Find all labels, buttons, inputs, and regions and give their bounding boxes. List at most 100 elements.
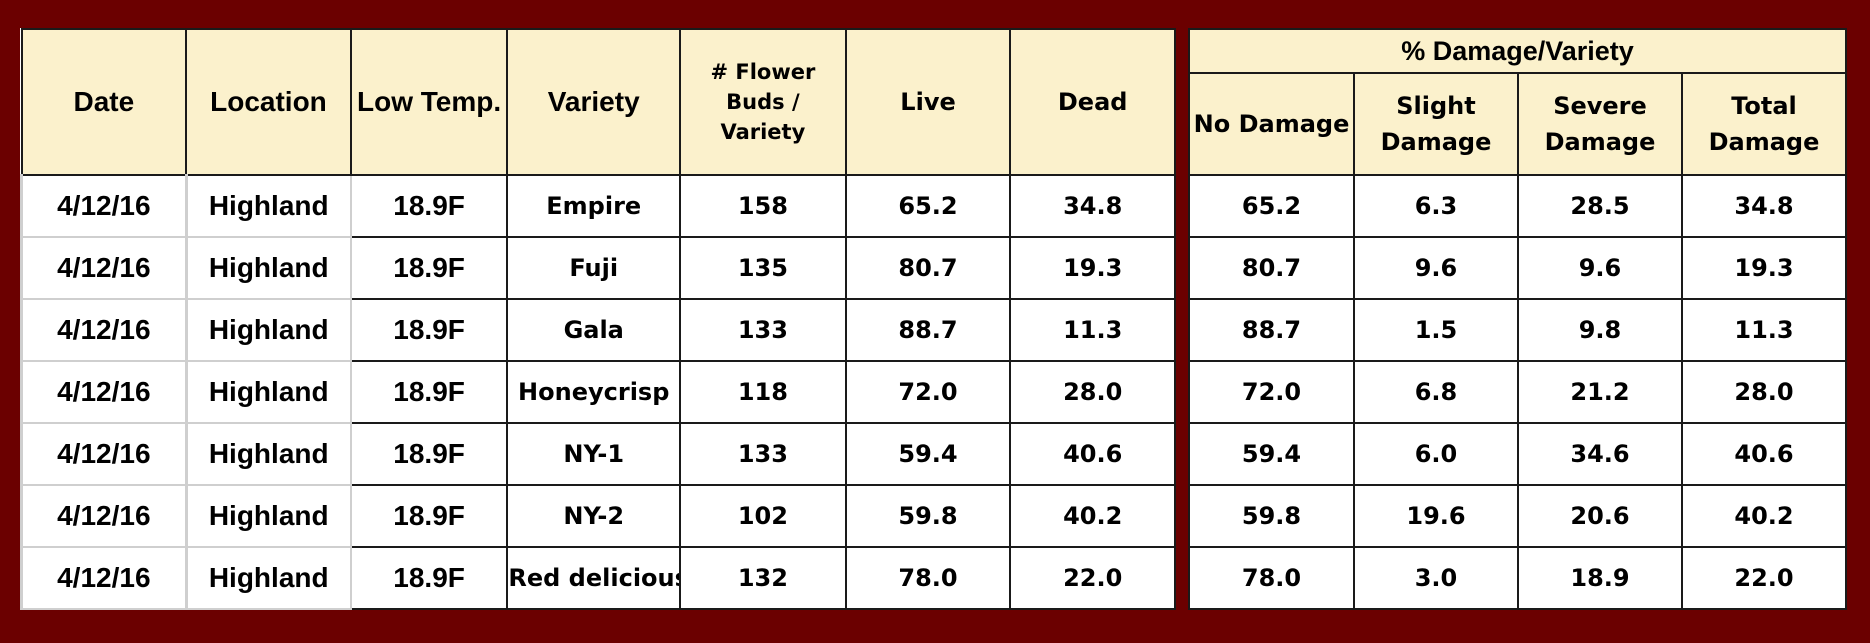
header-date: Date (20, 28, 188, 176)
cell-no-damage: 78.0 (1188, 546, 1355, 610)
cell-variety: Red delicious (506, 546, 682, 610)
table-row: 4/12/16 Highland 18.9F NY-2 102 59.8 40.2 (20, 484, 1176, 548)
table-row: 4/12/16 Highland 18.9F Fuji 135 80.7 19.3 (20, 236, 1176, 300)
cell-no-damage: 65.2 (1188, 174, 1355, 238)
cell-flower-buds: 132 (679, 546, 847, 610)
cell-low-temp: 18.9F (349, 236, 509, 300)
cell-flower-buds: 133 (679, 422, 847, 486)
cell-dead: 40.6 (1009, 422, 1176, 486)
cell-dead: 28.0 (1009, 360, 1176, 424)
cell-live: 80.7 (844, 236, 1012, 300)
table-row: 4/12/16 Highland 18.9F Gala 133 88.7 11.3 (20, 298, 1176, 362)
cell-severe-damage: 34.6 (1517, 422, 1683, 486)
cell-date: 4/12/16 (20, 298, 188, 362)
cell-no-damage: 88.7 (1188, 298, 1355, 362)
cell-location: Highland (184, 298, 352, 362)
cell-date: 4/12/16 (20, 546, 188, 610)
damage-table: % Damage/Variety No Damage Slight Damage… (1188, 28, 1847, 610)
cell-low-temp: 18.9F (349, 298, 509, 362)
cell-total-damage: 19.3 (1681, 236, 1847, 300)
cell-flower-buds: 133 (679, 298, 847, 362)
cell-slight-damage: 6.8 (1353, 360, 1519, 424)
cell-no-damage: 59.8 (1188, 484, 1355, 548)
cell-total-damage: 22.0 (1681, 546, 1847, 610)
cell-live: 78.0 (844, 546, 1012, 610)
cell-slight-damage: 6.0 (1353, 422, 1519, 486)
cell-severe-damage: 9.6 (1517, 236, 1683, 300)
cell-date: 4/12/16 (20, 422, 188, 486)
cell-low-temp: 18.9F (349, 360, 509, 424)
cell-total-damage: 34.8 (1681, 174, 1847, 238)
cell-low-temp: 18.9F (349, 546, 509, 610)
header-damage-group: % Damage/Variety (1188, 28, 1847, 74)
cell-dead: 22.0 (1009, 546, 1176, 610)
cell-location: Highland (184, 360, 352, 424)
header-row: Date Location Low Temp. Variety # Flower… (20, 28, 1176, 176)
cell-slight-damage: 3.0 (1353, 546, 1519, 610)
cell-location: Highland (184, 422, 352, 486)
cell-flower-buds: 135 (679, 236, 847, 300)
cell-low-temp: 18.9F (349, 174, 509, 238)
cell-total-damage: 28.0 (1681, 360, 1847, 424)
table-row: 88.7 1.5 9.8 11.3 (1188, 298, 1847, 362)
bud-count-table: Date Location Low Temp. Variety # Flower… (20, 28, 1176, 610)
cell-live: 59.8 (844, 484, 1012, 548)
table-row: 65.2 6.3 28.5 34.8 (1188, 174, 1847, 238)
cell-severe-damage: 28.5 (1517, 174, 1683, 238)
cell-severe-damage: 18.9 (1517, 546, 1683, 610)
header-dead: Dead (1009, 28, 1176, 176)
cell-slight-damage: 9.6 (1353, 236, 1519, 300)
cell-date: 4/12/16 (20, 360, 188, 424)
header-low-temp: Low Temp. (349, 28, 509, 176)
header-severe-damage: Severe Damage (1517, 72, 1683, 176)
table-row: 4/12/16 Highland 18.9F Honeycrisp 118 72.0 28.… (20, 360, 1176, 424)
cell-live: 72.0 (844, 360, 1012, 424)
table-row: 4/12/16 Highland 18.9F Red delicious 132 78.0… (20, 546, 1176, 610)
cell-variety: Gala (506, 298, 682, 362)
cell-slight-damage: 19.6 (1353, 484, 1519, 548)
cell-slight-damage: 6.3 (1353, 174, 1519, 238)
header-live: Live (844, 28, 1012, 176)
header-location: Location (185, 28, 352, 176)
cell-location: Highland (184, 174, 352, 238)
header-row: No Damage Slight Damage Severe Damage To… (1188, 72, 1847, 176)
header-variety: Variety (506, 28, 682, 176)
cell-total-damage: 40.2 (1681, 484, 1847, 548)
cell-severe-damage: 9.8 (1517, 298, 1683, 362)
cell-date: 4/12/16 (20, 484, 188, 548)
table-row: 80.7 9.6 9.6 19.3 (1188, 236, 1847, 300)
cell-no-damage: 80.7 (1188, 236, 1355, 300)
cell-variety: Empire (506, 174, 682, 238)
cell-total-damage: 40.6 (1681, 422, 1847, 486)
group-header-row: % Damage/Variety (1188, 28, 1847, 74)
cell-variety: NY-2 (506, 484, 682, 548)
cell-date: 4/12/16 (20, 174, 188, 238)
cell-location: Highland (184, 484, 352, 548)
header-total-damage: Total Damage (1681, 72, 1847, 176)
table-row: 59.8 19.6 20.6 40.2 (1188, 484, 1847, 548)
table-row: 72.0 6.8 21.2 28.0 (1188, 360, 1847, 424)
cell-no-damage: 59.4 (1188, 422, 1355, 486)
cell-location: Highland (184, 236, 352, 300)
table-row: 4/12/16 Highland 18.9F NY-1 133 59.4 40.6 (20, 422, 1176, 486)
header-slight-damage: Slight Damage (1353, 72, 1519, 176)
cell-date: 4/12/16 (20, 236, 188, 300)
header-no-damage: No Damage (1188, 72, 1355, 176)
table-row: 4/12/16 Highland 18.9F Empire 158 65.2 34.8 (20, 174, 1176, 238)
cell-dead: 11.3 (1009, 298, 1176, 362)
cell-severe-damage: 21.2 (1517, 360, 1683, 424)
cell-no-damage: 72.0 (1188, 360, 1355, 424)
cell-slight-damage: 1.5 (1353, 298, 1519, 362)
cell-variety: Honeycrisp (506, 360, 682, 424)
cell-total-damage: 11.3 (1681, 298, 1847, 362)
cell-dead: 40.2 (1009, 484, 1176, 548)
cell-severe-damage: 20.6 (1517, 484, 1683, 548)
cell-live: 65.2 (844, 174, 1012, 238)
cell-live: 59.4 (844, 422, 1012, 486)
damage-body: 65.2 6.3 28.5 34.8 80.7 9.6 9.6 19.3 88.7 1.5 9.8 1… (1188, 174, 1847, 610)
cell-low-temp: 18.9F (349, 422, 509, 486)
cell-dead: 34.8 (1009, 174, 1176, 238)
table-row: 59.4 6.0 34.6 40.6 (1188, 422, 1847, 486)
header-flower-buds: # Flower Buds / Variety (679, 28, 847, 176)
